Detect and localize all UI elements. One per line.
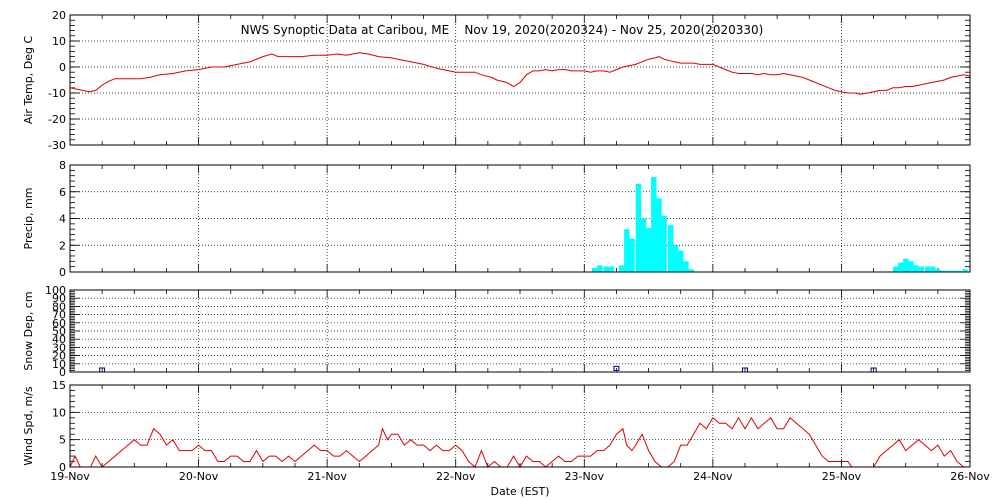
precip-bar	[656, 198, 662, 272]
air_temp-frame	[69, 14, 971, 146]
precip-bar	[892, 266, 899, 272]
wind_speed-ytick-label: 5	[59, 434, 66, 447]
snow_depth-ytick-label: 20	[52, 350, 66, 363]
x-tick-label: 24-Nov	[693, 470, 733, 483]
precip-bar	[930, 266, 936, 272]
wind_speed-frame	[69, 384, 971, 468]
wind_speed-ylabel: Wind Spd, m/s	[22, 386, 35, 466]
precip-bar	[619, 265, 625, 272]
wind_speed-ytick-label: 0	[59, 461, 66, 474]
air_temp-ytick-label: -20	[48, 113, 66, 126]
precip-bar	[918, 266, 924, 272]
precip-bar	[913, 265, 919, 272]
x-tick-label: 20-Nov	[179, 470, 219, 483]
precip-bar	[950, 270, 957, 272]
snow_depth-frame	[69, 289, 971, 373]
air_temp-ytick-label: -10	[48, 87, 66, 100]
precip-bar	[688, 269, 694, 272]
precip-bar	[903, 258, 909, 272]
snow_depth-ytick-label: 70	[52, 309, 66, 322]
precip-bar	[683, 261, 689, 272]
wind_speed-ytick-label: 10	[52, 406, 66, 419]
snow_depth-ytick-label: 100	[45, 284, 66, 297]
air_temp-ytick-label: 0	[59, 61, 66, 74]
snow_depth-ytick-label: 10	[52, 358, 66, 371]
snow_depth-ytick-label: 0	[59, 366, 66, 379]
x-tick-label: 23-Nov	[565, 470, 605, 483]
precip-bar	[603, 266, 609, 272]
precip-bar	[661, 215, 667, 272]
x-tick-label: 19-Nov	[50, 470, 90, 483]
precip-bar	[608, 266, 615, 272]
snow_depth-ytick-label: 80	[52, 300, 66, 313]
x-tick-label: 22-Nov	[436, 470, 476, 483]
precip-bar	[908, 261, 914, 272]
precip-ytick-label: 0	[59, 266, 66, 279]
air_temp-series-line	[69, 52, 971, 95]
air_temp-ytick-label: 20	[52, 9, 66, 22]
precip-ylabel: Precip, mm	[22, 188, 35, 250]
x-tick-label: 21-Nov	[307, 470, 347, 483]
x-tick-label: 26-Nov	[950, 470, 990, 483]
x-axis-label: Date (EST)	[490, 485, 549, 498]
precip-bar	[646, 227, 652, 272]
precip-bar	[898, 262, 904, 272]
precip-bar	[635, 183, 642, 272]
snow_depth-ytick-label: 40	[52, 333, 66, 346]
precip-bar	[640, 218, 647, 272]
precip-bar	[925, 266, 931, 272]
precip-bar	[678, 250, 684, 272]
precip-bar	[935, 269, 941, 272]
snow_depth-ylabel: Snow Dep, cm	[22, 291, 35, 370]
air_temp-ytick-label: 10	[52, 35, 66, 48]
precip-bar	[629, 238, 635, 272]
precip-bar	[597, 265, 603, 272]
snow_depth-ytick-label: 60	[52, 317, 66, 330]
precip-ytick-label: 2	[59, 239, 66, 252]
precip-bar	[673, 245, 679, 273]
precip-bar	[955, 270, 962, 272]
wind_speed-series-line	[69, 416, 970, 468]
precip-bar	[667, 225, 674, 272]
precip-frame	[69, 164, 971, 273]
air_temp-ytick-label: -30	[48, 139, 66, 152]
wind_speed-ytick-label: 15	[52, 379, 66, 392]
precip-bar	[592, 268, 598, 272]
snow_depth-ytick-label: 30	[52, 341, 66, 354]
precip-bar	[940, 270, 946, 272]
precip-bar	[945, 270, 951, 272]
chart-title: NWS Synoptic Data at Caribou, ME Nov 19,…	[241, 23, 764, 37]
precip-bar	[651, 177, 657, 272]
x-tick-label: 25-Nov	[822, 470, 862, 483]
air_temp-ylabel: Air Temp, Deg C	[22, 36, 35, 125]
snow_depth-ytick-label: 90	[52, 292, 66, 305]
precip-ytick-label: 8	[59, 159, 66, 172]
precip-bar	[624, 229, 630, 272]
precip-bar	[962, 269, 968, 272]
snow_depth-ytick-label: 50	[52, 325, 66, 338]
snow_depth-point	[613, 365, 620, 371]
precip-ytick-label: 4	[59, 213, 66, 226]
precip-ytick-label: 6	[59, 186, 66, 199]
